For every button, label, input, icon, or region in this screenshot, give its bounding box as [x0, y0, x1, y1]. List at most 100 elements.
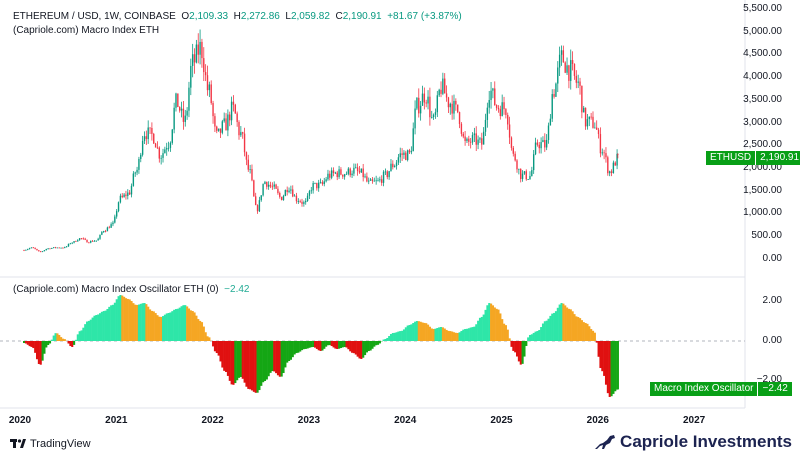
candle: [405, 150, 407, 161]
indicator-legend[interactable]: (Capriole.com) Macro Index ETH: [13, 25, 160, 36]
candle: [273, 181, 275, 190]
candle: [577, 74, 579, 89]
candle: [234, 103, 236, 114]
candle: [232, 95, 235, 112]
candle: [427, 90, 429, 110]
candle: [342, 174, 344, 179]
candle: [471, 132, 474, 145]
candle: [308, 189, 311, 199]
oscillator-bar: [545, 320, 548, 341]
candle: [286, 186, 288, 196]
candle: [505, 108, 507, 119]
candle: [86, 239, 88, 243]
candle: [108, 225, 110, 229]
oscillator-bar: [458, 332, 461, 341]
oscillator-bar: [213, 341, 217, 352]
oscillator-bar: [595, 341, 598, 343]
oscillator-bar: [121, 295, 124, 341]
oscillator-bar: [362, 341, 365, 358]
oscillator-bar: [549, 315, 552, 341]
price-tick: 1,000.00: [743, 207, 782, 219]
oscillator-bar: [330, 341, 333, 347]
oscillator-bar: [410, 324, 413, 341]
candle: [145, 130, 148, 145]
candle: [34, 247, 36, 250]
candle: [240, 126, 242, 137]
oscillator-bar: [536, 331, 539, 341]
oscillator-bar: [35, 341, 39, 360]
candle: [216, 125, 218, 134]
candle: [106, 226, 109, 232]
oscillator-bar: [384, 338, 387, 341]
oscillator-bar: [480, 316, 483, 341]
candle: [84, 237, 86, 241]
candle: [51, 247, 53, 249]
oscillator-bar: [606, 341, 609, 394]
oscillator-bar: [191, 311, 194, 341]
oscillator-bar: [276, 341, 280, 376]
candle: [284, 189, 287, 197]
candle: [544, 133, 546, 152]
tradingview-logo[interactable]: TradingView: [10, 438, 91, 450]
oscillator-bar: [80, 330, 83, 341]
oscillator-bar: [365, 341, 368, 353]
candle: [560, 45, 563, 66]
price-tag: ETHUSD 2,190.91: [706, 151, 800, 165]
candle: [451, 95, 453, 120]
candle: [223, 112, 225, 123]
candle: [392, 160, 394, 170]
oscillator-bar: [406, 325, 409, 341]
candle: [182, 101, 185, 130]
candle: [191, 43, 194, 78]
oscillator-bar: [295, 341, 298, 354]
oscillator-bar: [573, 314, 576, 341]
candle: [523, 170, 526, 175]
oscillator-bar: [577, 317, 580, 341]
candle: [371, 176, 374, 184]
oscillator-bar: [154, 313, 157, 341]
candle: [323, 177, 325, 187]
candle: [204, 64, 207, 82]
oscillator-bar: [347, 341, 350, 350]
oscillator-bar: [336, 341, 339, 349]
oscillator-bar: [100, 311, 103, 341]
price-tick: 4,000.00: [743, 71, 782, 83]
candle: [379, 176, 381, 183]
candle: [178, 106, 181, 113]
oscillator-legend[interactable]: (Capriole.com) Macro Index Oscillator ET…: [13, 284, 250, 295]
candle: [384, 168, 387, 175]
candle: [601, 148, 603, 156]
oscillator-bar: [401, 330, 404, 341]
candle: [542, 136, 544, 143]
oscillator-bar: [530, 334, 533, 341]
oscillator-bar: [591, 330, 595, 341]
oscillator-bar: [462, 329, 465, 341]
oscillator-bar: [532, 332, 535, 341]
oscillator-bar: [540, 327, 543, 341]
oscillator-bar: [528, 334, 532, 341]
candle: [607, 155, 609, 176]
oscillator-bar: [145, 304, 148, 341]
oscillator-bar: [512, 341, 515, 351]
candle: [114, 214, 116, 224]
candle: [355, 163, 357, 169]
oscillator-bar: [150, 310, 153, 341]
oscillator-bar: [328, 341, 331, 346]
candle: [462, 131, 464, 139]
candle: [217, 128, 220, 132]
candle: [269, 181, 272, 189]
oscillator-bar: [50, 339, 53, 341]
oscillator-bar: [195, 315, 198, 341]
time-tick: 2027: [682, 415, 706, 426]
candle: [362, 163, 364, 182]
oscillator-bar: [269, 341, 272, 373]
oscillator-bar: [440, 327, 443, 341]
candle: [403, 150, 405, 159]
candle: [594, 122, 596, 129]
oscillator-bar: [467, 328, 470, 341]
oscillator-bar: [106, 308, 109, 341]
oscillator-bar: [375, 341, 378, 346]
candle: [210, 80, 212, 105]
oscillator-bar: [486, 305, 489, 341]
